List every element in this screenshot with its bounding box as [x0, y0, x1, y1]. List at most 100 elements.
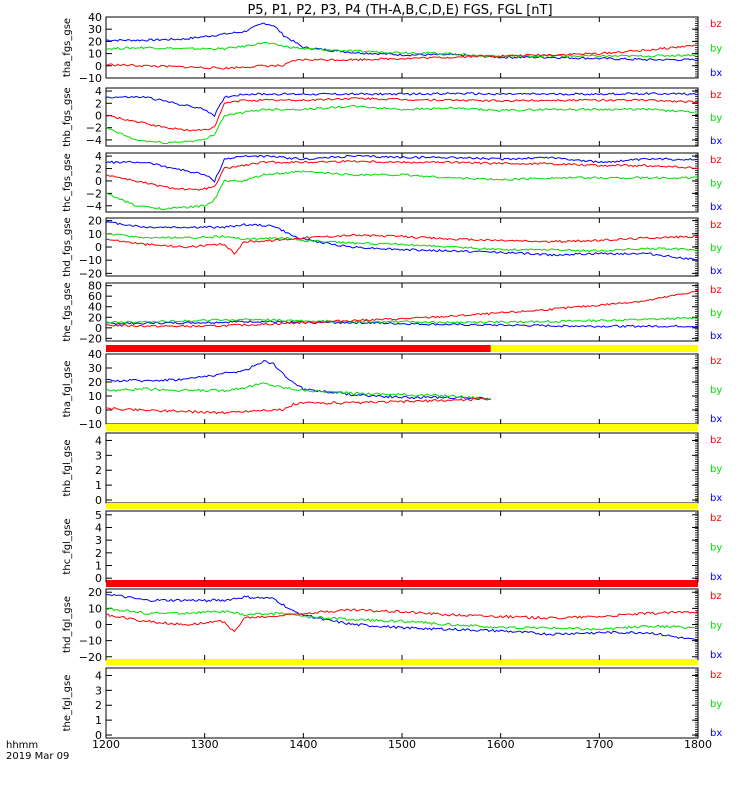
y-axis-label: thc_fgs_gse	[62, 153, 73, 212]
y-tick-label: −2	[86, 187, 102, 200]
y-tick-label: 4	[95, 434, 102, 447]
status-bar	[106, 580, 698, 587]
y-tick-label: 1	[95, 714, 102, 727]
legend-bx: bx	[710, 68, 722, 79]
panel-frame	[105, 16, 699, 79]
y-tick-label: 1	[95, 560, 102, 573]
y-tick-label: −10	[79, 635, 102, 648]
y-tick-label: 20	[88, 215, 102, 228]
legend-bx: bx	[710, 493, 722, 504]
x-tick-label: 1400	[289, 738, 317, 751]
legend-bz: bz	[710, 670, 722, 681]
y-tick-label: 10	[88, 48, 102, 61]
legend-bz: bz	[710, 356, 722, 367]
x-tick-label: 1600	[487, 738, 515, 751]
y-tick-label: 20	[88, 311, 102, 324]
legend-by: by	[710, 44, 722, 55]
y-tick-label: 3	[95, 534, 102, 547]
y-tick-label: 0	[95, 322, 102, 335]
legend-bz: bz	[710, 220, 722, 231]
y-tick-label: −20	[79, 332, 102, 345]
series-by	[105, 382, 491, 400]
y-tick-label: 40	[88, 301, 102, 314]
legend-bz: bz	[710, 155, 722, 166]
series-by	[105, 41, 699, 58]
y-tick-label: −20	[79, 651, 102, 664]
y-tick-label: 20	[88, 376, 102, 389]
y-tick-label: −10	[79, 72, 102, 85]
series-by	[105, 104, 699, 145]
y-tick-label: 3	[95, 684, 102, 697]
y-tick-label: 0	[95, 60, 102, 73]
y-axis-label: thb_fgl_gse	[62, 440, 73, 497]
y-tick-label: 4	[95, 521, 102, 534]
panel-frame	[105, 353, 699, 425]
series-bz	[105, 608, 699, 633]
y-tick-label: 0	[95, 572, 102, 585]
y-tick-label: 0	[95, 729, 102, 742]
panel-the_fgl_gse: 4 3 2 1 0 the_fgl_gse bz by bx	[62, 659, 722, 742]
panel-thc_fgs_gse: 420−2−4 thc_fgs_gse bz by bx	[62, 150, 722, 213]
panel-frame	[105, 667, 699, 739]
y-axis-label: tha_fgs_gse	[62, 18, 73, 77]
y-axis-label: the_fgs_gse	[62, 282, 73, 341]
status-bar	[106, 424, 698, 431]
status-bar	[106, 659, 698, 665]
y-tick-label: 2	[95, 97, 102, 110]
y-tick-label: 0	[95, 619, 102, 632]
panel-thb_fgs_gse: 420−2−4 thb_fgs_gse bz by bx	[62, 85, 722, 147]
y-axis-label: thd_fgl_gse	[62, 596, 73, 653]
y-tick-label: 60	[88, 290, 102, 303]
y-tick-label: 10	[88, 602, 102, 615]
y-tick-label: −10	[79, 418, 102, 431]
y-axis-label: thb_fgs_gse	[62, 87, 73, 146]
series-bz	[105, 44, 699, 70]
legend-by: by	[710, 543, 722, 554]
y-tick-label: 4	[95, 85, 102, 98]
legend-by: by	[710, 385, 722, 396]
series-bx	[105, 22, 699, 62]
legend-bx: bx	[710, 266, 722, 277]
y-tick-label: 0	[95, 241, 102, 254]
y-tick-label: 10	[88, 390, 102, 403]
series-bz	[105, 233, 699, 255]
y-tick-label: −4	[86, 200, 102, 213]
y-tick-label: 30	[88, 362, 102, 375]
series-by	[105, 606, 698, 631]
status-bar	[106, 345, 491, 352]
x-axis: 1200 1300 1400 1500 1600 1700 1800	[92, 17, 712, 751]
series-by	[105, 170, 699, 211]
y-tick-label: 4	[95, 150, 102, 163]
legend-by: by	[710, 179, 722, 190]
y-tick-label: 2	[95, 699, 102, 712]
legend-bz: bz	[710, 435, 722, 446]
y-tick-label: 30	[88, 23, 102, 36]
x-tick-label: 1800	[684, 738, 712, 751]
status-bar-tail	[490, 345, 698, 352]
legend-by: by	[710, 243, 722, 254]
y-axis-label: thd_fgs_gse	[62, 217, 73, 276]
y-tick-label: 40	[88, 348, 102, 361]
series-bx	[105, 320, 699, 328]
y-tick-label: 20	[88, 35, 102, 48]
y-tick-label: −2	[86, 122, 102, 135]
y-tick-label: 80	[88, 280, 102, 293]
y-axis-label: the_fgl_gse	[62, 675, 73, 732]
y-tick-label: 10	[88, 228, 102, 241]
panel-frame	[105, 432, 699, 504]
panel-frame	[105, 282, 699, 342]
y-axis-label: thc_fgl_gse	[62, 518, 73, 574]
y-tick-label: 20	[88, 586, 102, 599]
y-tick-label: 0	[95, 175, 102, 188]
panel-frame	[105, 87, 699, 147]
chart-title: P5, P1, P2, P3, P4 (TH-A,B,C,D,E) FGS, F…	[247, 3, 552, 18]
y-tick-label: 0	[95, 404, 102, 417]
y-tick-label: 1	[95, 479, 102, 492]
y-tick-label: 2	[95, 464, 102, 477]
legend-bx: bx	[710, 202, 722, 213]
